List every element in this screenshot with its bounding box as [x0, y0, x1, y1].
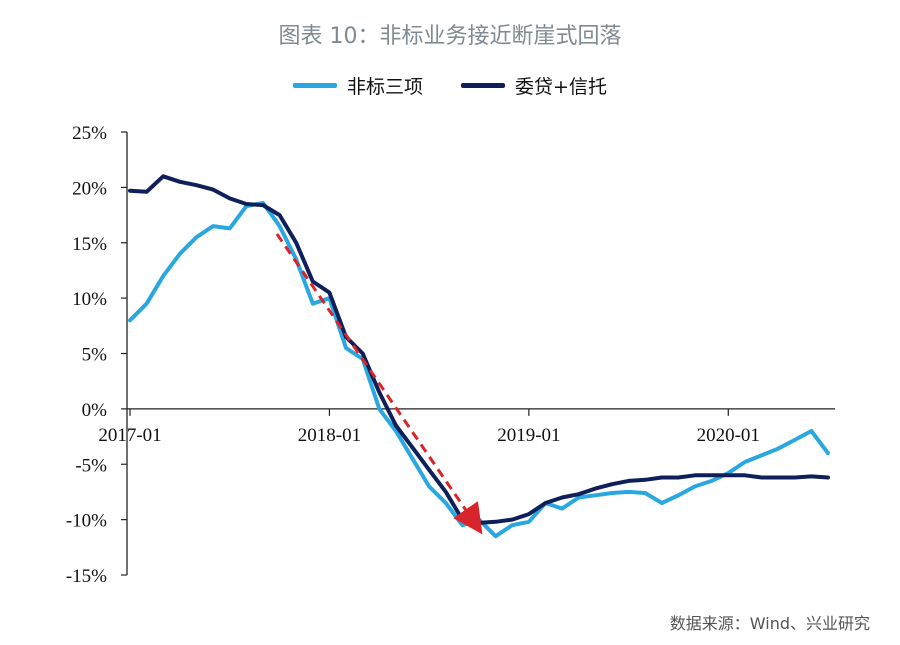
y-tick-label: -5% [75, 455, 107, 476]
chart-title: 图表 10：非标业务接近断崖式回落 [278, 24, 622, 49]
y-tick-label: 25% [72, 123, 107, 144]
y-tick-label: 5% [82, 345, 108, 366]
legend-swatch-series-2 [461, 83, 506, 88]
y-tick-label: 10% [72, 289, 107, 310]
x-tick-label: 2017-01 [98, 425, 161, 446]
legend-swatch-series-1 [293, 83, 338, 88]
legend-label-series-1: 非标三项 [347, 76, 424, 98]
x-tick-label: 2019-01 [497, 425, 560, 446]
y-tick-label: -10% [66, 511, 107, 532]
series-line-1 [128, 200, 830, 539]
y-tick-label: -15% [66, 566, 107, 587]
y-tick-label: 20% [72, 178, 107, 199]
series-line-2 [128, 174, 830, 525]
x-tick-label: 2020-01 [697, 425, 760, 446]
y-tick-label: 15% [72, 234, 107, 255]
legend-label-series-2: 委贷+信托 [515, 76, 607, 98]
legend: 非标三项 委贷+信托 [0, 72, 900, 99]
decline-arrow [275, 233, 483, 535]
source-note: 数据来源：Wind、兴业研究 [669, 614, 870, 633]
x-tick-label: 2018-01 [298, 425, 361, 446]
legend-item-series-1: 非标三项 [293, 72, 423, 99]
legend-item-series-2: 委贷+信托 [461, 72, 607, 99]
y-tick-label: 0% [82, 400, 108, 421]
